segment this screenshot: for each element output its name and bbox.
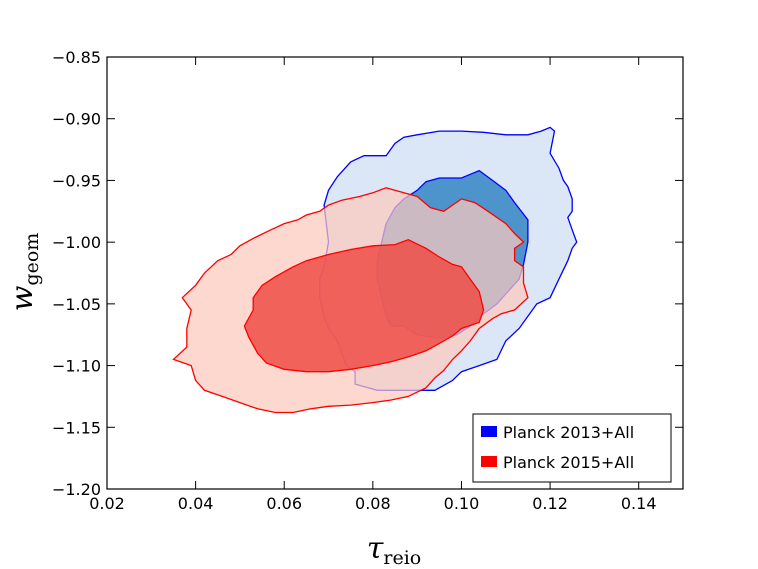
legend-label-planck-2013: Planck 2013+All: [503, 423, 634, 442]
legend-swatch-planck-2013: [481, 426, 497, 437]
x-tick-label: 0.02: [89, 494, 125, 513]
x-tick-label: 0.08: [355, 494, 391, 513]
x-tick-label: 0.06: [266, 494, 302, 513]
y-tick-label: −0.85: [52, 48, 101, 67]
x-tick-label: 0.12: [532, 494, 568, 513]
y-tick-label: −1.15: [52, 418, 101, 437]
contour-layer: [172, 126, 578, 414]
plot-frame: [106, 56, 684, 490]
y-tick-label: −1.00: [52, 233, 101, 252]
y-tick-label: −1.20: [52, 480, 101, 499]
planck-2015-inner-contour: [243, 238, 485, 373]
y-tick-label: −0.90: [52, 110, 101, 129]
y-axis-label: wgeom: [5, 233, 43, 312]
x-axis-label: τreio: [367, 531, 421, 569]
legend: Planck 2013+All Planck 2015+All: [472, 413, 672, 483]
legend-swatch-planck-2015: [481, 456, 497, 467]
y-tick-label: −1.10: [52, 357, 101, 376]
y-tick-label: −0.95: [52, 171, 101, 190]
y-tick-label: −1.05: [52, 295, 101, 314]
x-tick-label: 0.10: [444, 494, 480, 513]
x-tick-label: 0.04: [178, 494, 214, 513]
legend-box: [472, 413, 672, 483]
legend-label-planck-2015: Planck 2015+All: [503, 453, 634, 472]
tick-layer: 0.02 0.04 0.06 0.08 0.10 0.12 0.14 −1.20 −1.15 −1…: [52, 48, 683, 513]
x-tick-label: 0.14: [621, 494, 657, 513]
